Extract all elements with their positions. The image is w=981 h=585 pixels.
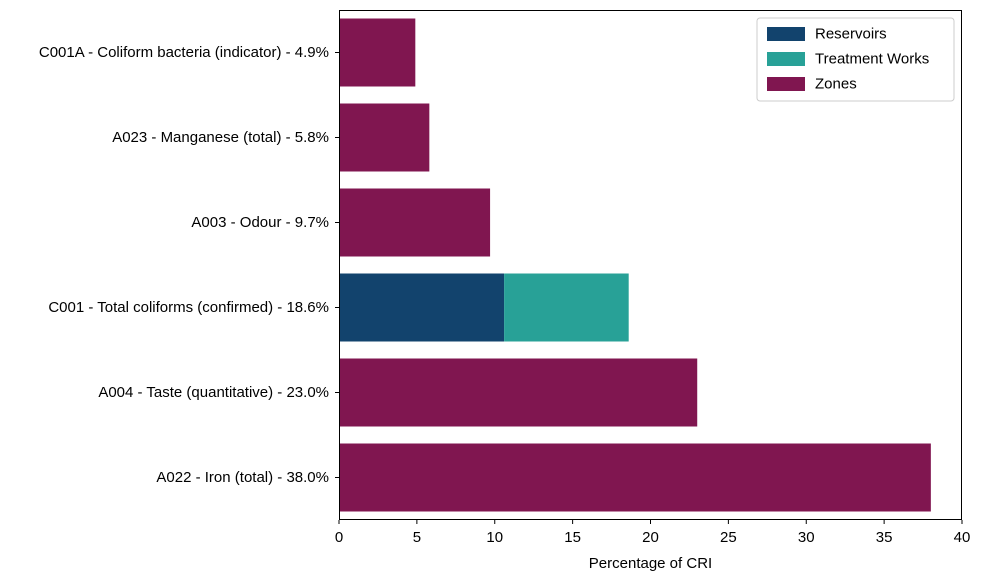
x-axis: 0 5 10 15 20 25 30 35 40 [335,520,971,546]
x-tick-label: 10 [486,529,503,546]
bar-treatment-works-3 [504,273,629,342]
legend-box [756,17,955,102]
x-tick-label: 35 [876,529,893,546]
legend: Reservoirs Treatment Works Zones [756,17,955,102]
x-tick-label: 15 [564,529,581,546]
legend-label: Reservoirs [815,26,887,43]
bar-reservoirs-3 [339,273,505,342]
bar-zones-5 [339,443,931,512]
x-tick-label: 20 [642,529,659,546]
x-tick-label: 40 [954,529,971,546]
bar-zones-1 [339,103,430,172]
x-tick-label: 25 [720,529,737,546]
legend-swatch-zones [767,77,805,91]
bars-layer [339,18,931,512]
y-axis: C001A - Coliform bacteria (indicator) - … [39,44,339,486]
x-tick-label: 0 [335,529,343,546]
y-tick-label: A022 - Iron (total) - 38.0% [156,469,329,486]
y-tick-label: C001 - Total coliforms (confirmed) - 18.… [48,299,329,316]
y-tick-label: A004 - Taste (quantitative) - 23.0% [98,384,329,401]
x-axis-label: Percentage of CRI [589,555,712,572]
x-tick-label: 30 [798,529,815,546]
legend-label: Treatment Works [815,51,929,68]
x-tick-label: 5 [413,529,421,546]
y-tick-label: A003 - Odour - 9.7% [191,214,329,231]
legend-swatch-treatment-works [767,52,805,66]
y-tick-label: C001A - Coliform bacteria (indicator) - … [39,44,329,61]
y-tick-label: A023 - Manganese (total) - 5.8% [112,129,329,146]
bar-zones-0 [339,18,416,87]
legend-swatch-reservoirs [767,27,805,41]
legend-label: Zones [815,76,857,93]
bar-zones-2 [339,188,491,257]
bar-zones-4 [339,358,698,427]
plot-frame [339,10,962,520]
